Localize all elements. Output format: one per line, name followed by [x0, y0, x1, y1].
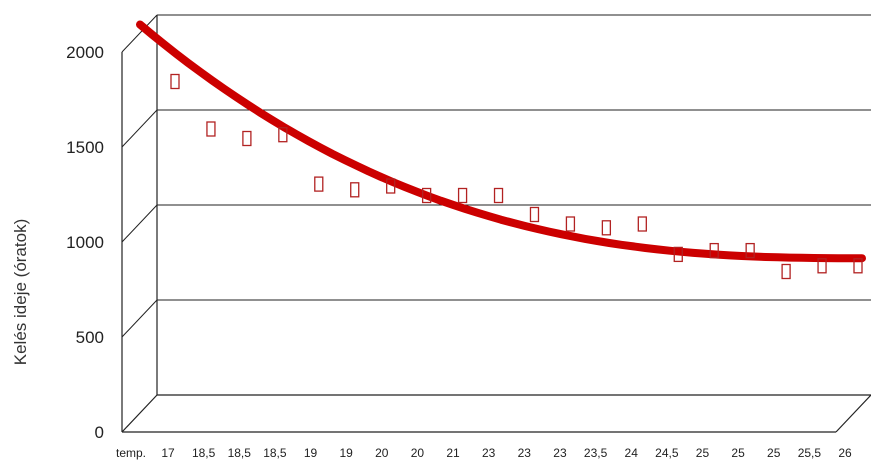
gridline-diagonal — [121, 299, 158, 338]
x-tick-label: 20 — [411, 446, 425, 460]
x-tick-label: 19 — [339, 446, 353, 460]
data-point — [206, 121, 216, 137]
data-point — [601, 220, 612, 236]
data-point — [565, 216, 576, 232]
x-tick-label: 25 — [767, 446, 781, 460]
data-point — [673, 246, 683, 263]
gridlines — [121, 14, 871, 338]
data-point — [745, 242, 755, 259]
x-prefix-label: temp. — [116, 446, 146, 460]
x-tick-label: 23 — [482, 446, 496, 460]
x-tick-label: 24,5 — [655, 446, 679, 460]
data-point — [170, 73, 180, 90]
x-tick-label: 18,5 — [192, 446, 216, 460]
y-axis-label: Kelés ideje (óratok) — [11, 219, 30, 365]
x-tick-label: 23,5 — [584, 446, 608, 460]
x-tick-label: 23 — [518, 446, 532, 460]
data-point — [386, 178, 396, 194]
trend-line — [136, 20, 866, 263]
x-tick-label: 25,5 — [798, 446, 822, 460]
gridline-diagonal — [121, 109, 158, 148]
data-point — [278, 127, 288, 143]
data-point — [529, 206, 540, 223]
gridline-diagonal — [121, 14, 158, 53]
y-tick-label: 2000 — [66, 43, 104, 62]
y-tick-label: 500 — [76, 328, 104, 347]
x-tick-label: 24 — [625, 446, 639, 460]
data-point — [314, 176, 324, 192]
x-tick-label: 25 — [731, 446, 745, 460]
data-point — [709, 242, 719, 259]
data-points — [170, 73, 863, 280]
x-tick-label: 20 — [375, 446, 389, 460]
left-floor-diagonal — [121, 394, 158, 433]
data-point — [350, 182, 360, 198]
data-point — [817, 258, 827, 274]
y-tick-label: 1500 — [66, 138, 104, 157]
data-point — [853, 258, 863, 274]
data-point — [493, 187, 504, 204]
data-point — [242, 130, 252, 147]
x-tick-label: 18,5 — [263, 446, 287, 460]
chart-frame — [121, 15, 871, 433]
data-point — [781, 263, 791, 280]
y-axis-ticks: 0 500 1000 1500 2000 — [66, 43, 104, 442]
data-point — [421, 187, 432, 204]
trend-curve — [136, 20, 866, 263]
gridline-diagonal — [121, 204, 158, 243]
y-tick-label: 0 — [95, 423, 104, 442]
data-point — [457, 187, 468, 204]
x-tick-label: 18,5 — [228, 446, 252, 460]
x-tick-label: 25 — [696, 446, 710, 460]
x-tick-label: 23 — [553, 446, 567, 460]
x-tick-label: 21 — [446, 446, 460, 460]
x-tick-label: 17 — [161, 446, 175, 460]
y-tick-label: 1000 — [66, 233, 104, 252]
x-tick-label: 26 — [838, 446, 852, 460]
right-floor-diagonal — [835, 394, 871, 433]
x-tick-label: 19 — [304, 446, 318, 460]
data-point — [637, 216, 647, 232]
x-axis-ticks: temp. 17 18,5 18,5 18,5 19 19 20 20 21 23 23 23 23,5 2… — [116, 446, 852, 460]
